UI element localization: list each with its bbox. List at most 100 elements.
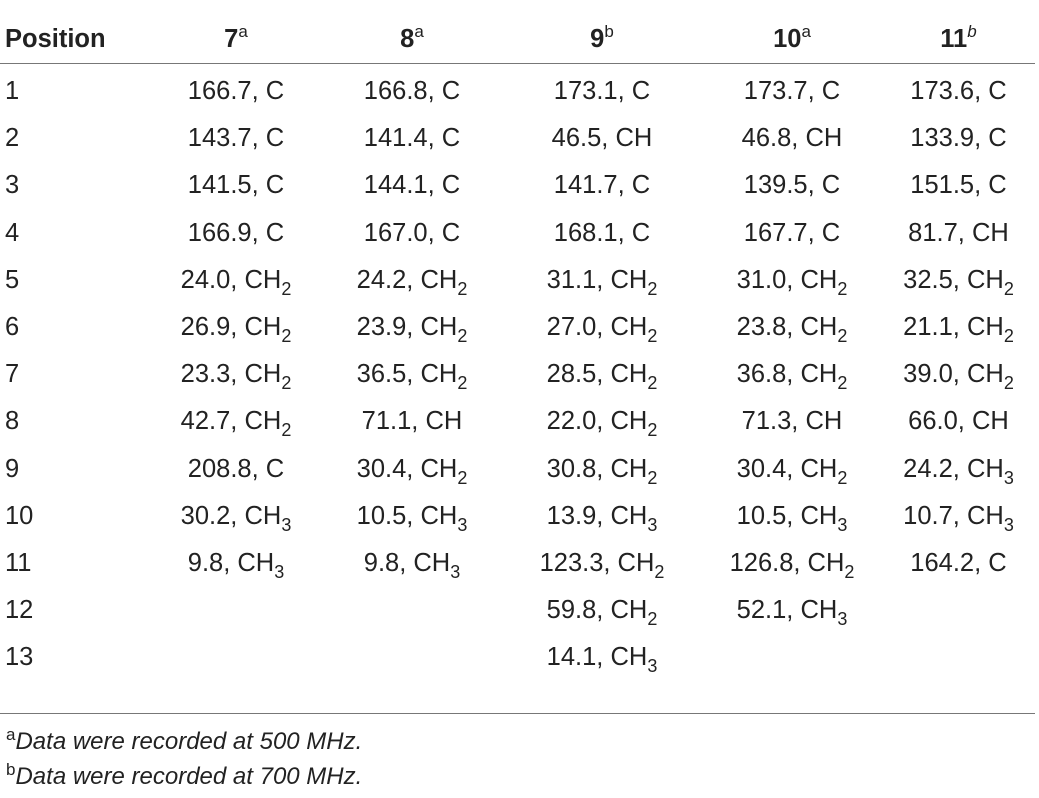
shift-value: 141.7, C: [553, 171, 651, 200]
hydrogen-count-subscript: 2: [654, 561, 665, 582]
shift-value: 24.2, CH: [356, 265, 458, 294]
header-compound-10: 10a: [702, 16, 882, 64]
table-row: 11 9.8, CH3 9.8, CH3 123.3, CH2 126.8, CH2 16…: [0, 540, 1035, 587]
hydrogen-count-subscript: 2: [1003, 373, 1014, 394]
header-compound-9: 9b: [502, 16, 702, 64]
hydrogen-count-subscript: 2: [457, 373, 468, 394]
shift-cell: 173.1, C: [502, 64, 702, 116]
shift-cell: 9.8, CH3: [150, 540, 322, 587]
position-cell: 12: [5, 596, 34, 625]
shift-cell: 164.2, C: [882, 540, 1035, 587]
table-row: 13 14.1, CH3: [0, 634, 1035, 681]
table-row: 4 166.9, C 167.0, C 168.1, C 167.7, C 81.7, C…: [0, 210, 1035, 257]
position-cell: 13: [5, 643, 34, 672]
shift-cell: 10.7, CH3: [882, 493, 1035, 540]
table-row: 2 143.7, C 141.4, C 46.5, CH 46.8, CH 133.9, …: [0, 115, 1035, 162]
hydrogen-count-subscript: 2: [1003, 326, 1014, 347]
shift-value: 31.1, CH: [546, 265, 648, 294]
shift-value: 208.8, C: [187, 454, 285, 483]
shift-cell: 24.2, CH3: [882, 446, 1035, 493]
shift-cell: [150, 587, 322, 634]
shift-cell: 71.3, CH: [702, 398, 882, 445]
shift-value: 26.9, CH: [180, 313, 282, 342]
shift-cell: 133.9, C: [882, 115, 1035, 162]
header-footnote-mark: a: [801, 22, 811, 41]
shift-value: 126.8, CH: [729, 548, 845, 577]
shift-cell: 167.7, C: [702, 210, 882, 257]
hydrogen-count-subscript: 2: [281, 420, 292, 441]
shift-value: 31.0, CH: [736, 265, 838, 294]
shift-cell: 13.9, CH3: [502, 493, 702, 540]
table-body: 1 166.7, C 166.8, C 173.1, C 173.7, C 173.6, …: [0, 64, 1035, 682]
table-header: Position 7a 8a 9b 10a 11b: [0, 16, 1035, 64]
shift-cell: 42.7, CH2: [150, 398, 322, 445]
shift-cell: 24.0, CH2: [150, 257, 322, 304]
hydrogen-count-subscript: 3: [457, 514, 468, 535]
shift-cell: 10.5, CH3: [702, 493, 882, 540]
footnote-mark: a: [6, 725, 16, 744]
nmr-shift-table: Position 7a 8a 9b 10a 11b 1 166.7, C 166.8…: [0, 16, 1035, 681]
shift-value: 81.7, CH: [908, 218, 1009, 247]
shift-cell: 10.5, CH3: [322, 493, 502, 540]
shift-cell: 166.7, C: [150, 64, 322, 116]
table-row: 5 24.0, CH2 24.2, CH2 31.1, CH2 31.0, CH2 32.…: [0, 257, 1035, 304]
shift-cell: 66.0, CH: [882, 398, 1035, 445]
table-row: 8 42.7, CH2 71.1, CH 22.0, CH2 71.3, CH 66.0,…: [0, 398, 1035, 445]
shift-cell: 123.3, CH2: [502, 540, 702, 587]
shift-value: 71.1, CH: [361, 407, 463, 436]
shift-cell: 52.1, CH3: [702, 587, 882, 634]
hydrogen-count-subscript: 2: [457, 326, 468, 347]
hydrogen-count-subscript: 2: [457, 278, 468, 299]
shift-cell: 24.2, CH2: [322, 257, 502, 304]
shift-value: 144.1, C: [363, 171, 461, 200]
shift-cell: 166.9, C: [150, 210, 322, 257]
shift-value: 173.6, C: [910, 77, 1007, 106]
hydrogen-count-subscript: 2: [281, 373, 292, 394]
shift-cell: 30.4, CH2: [322, 446, 502, 493]
hydrogen-count-subscript: 2: [837, 467, 848, 488]
shift-value: 166.9, C: [187, 218, 285, 247]
shift-cell: 173.7, C: [702, 64, 882, 116]
shift-cell: 39.0, CH2: [882, 351, 1035, 398]
position-cell: 2: [5, 124, 20, 153]
shift-cell: 23.9, CH2: [322, 304, 502, 351]
shift-value: 24.2, CH: [903, 454, 1004, 483]
shift-value: 24.0, CH: [180, 265, 282, 294]
table-row: 6 26.9, CH2 23.9, CH2 27.0, CH2 23.8, CH2 21.…: [0, 304, 1035, 351]
hydrogen-count-subscript: 3: [1003, 467, 1014, 488]
shift-value: 27.0, CH: [546, 313, 648, 342]
shift-value: 143.7, C: [187, 124, 285, 153]
header-position: Position: [0, 16, 150, 64]
position-cell: 10: [5, 501, 34, 530]
shift-cell: 168.1, C: [502, 210, 702, 257]
shift-value: 71.3, CH: [741, 407, 843, 436]
shift-cell: [882, 587, 1035, 634]
shift-value: 32.5, CH: [903, 265, 1004, 294]
shift-cell: 22.0, CH2: [502, 398, 702, 445]
shift-cell: 26.9, CH2: [150, 304, 322, 351]
shift-cell: 141.5, C: [150, 162, 322, 209]
shift-value: 10.5, CH: [356, 501, 458, 530]
shift-cell: 141.7, C: [502, 162, 702, 209]
shift-value: 173.7, C: [743, 77, 841, 106]
shift-cell: 23.8, CH2: [702, 304, 882, 351]
shift-value: 151.5, C: [910, 171, 1007, 200]
hydrogen-count-subscript: 2: [281, 278, 292, 299]
hydrogen-count-subscript: 3: [274, 561, 285, 582]
shift-cell: 30.2, CH3: [150, 493, 322, 540]
shift-value: 167.7, C: [743, 218, 841, 247]
header-compound-11: 11b: [882, 16, 1035, 64]
header-row: Position 7a 8a 9b 10a 11b: [0, 16, 1035, 64]
shift-cell: 31.0, CH2: [702, 257, 882, 304]
shift-value: 166.7, C: [187, 77, 285, 106]
shift-cell: 9.8, CH3: [322, 540, 502, 587]
hydrogen-count-subscript: 2: [647, 373, 658, 394]
shift-value: 30.8, CH: [546, 454, 648, 483]
shift-value: 141.5, C: [187, 171, 285, 200]
table-row: 10 30.2, CH3 10.5, CH3 13.9, CH3 10.5, CH3 10…: [0, 493, 1035, 540]
hydrogen-count-subscript: 3: [450, 561, 461, 582]
footnote-mark: b: [6, 760, 16, 779]
shift-value: 141.4, C: [363, 124, 461, 153]
shift-cell: 144.1, C: [322, 162, 502, 209]
hydrogen-count-subscript: 2: [647, 420, 658, 441]
